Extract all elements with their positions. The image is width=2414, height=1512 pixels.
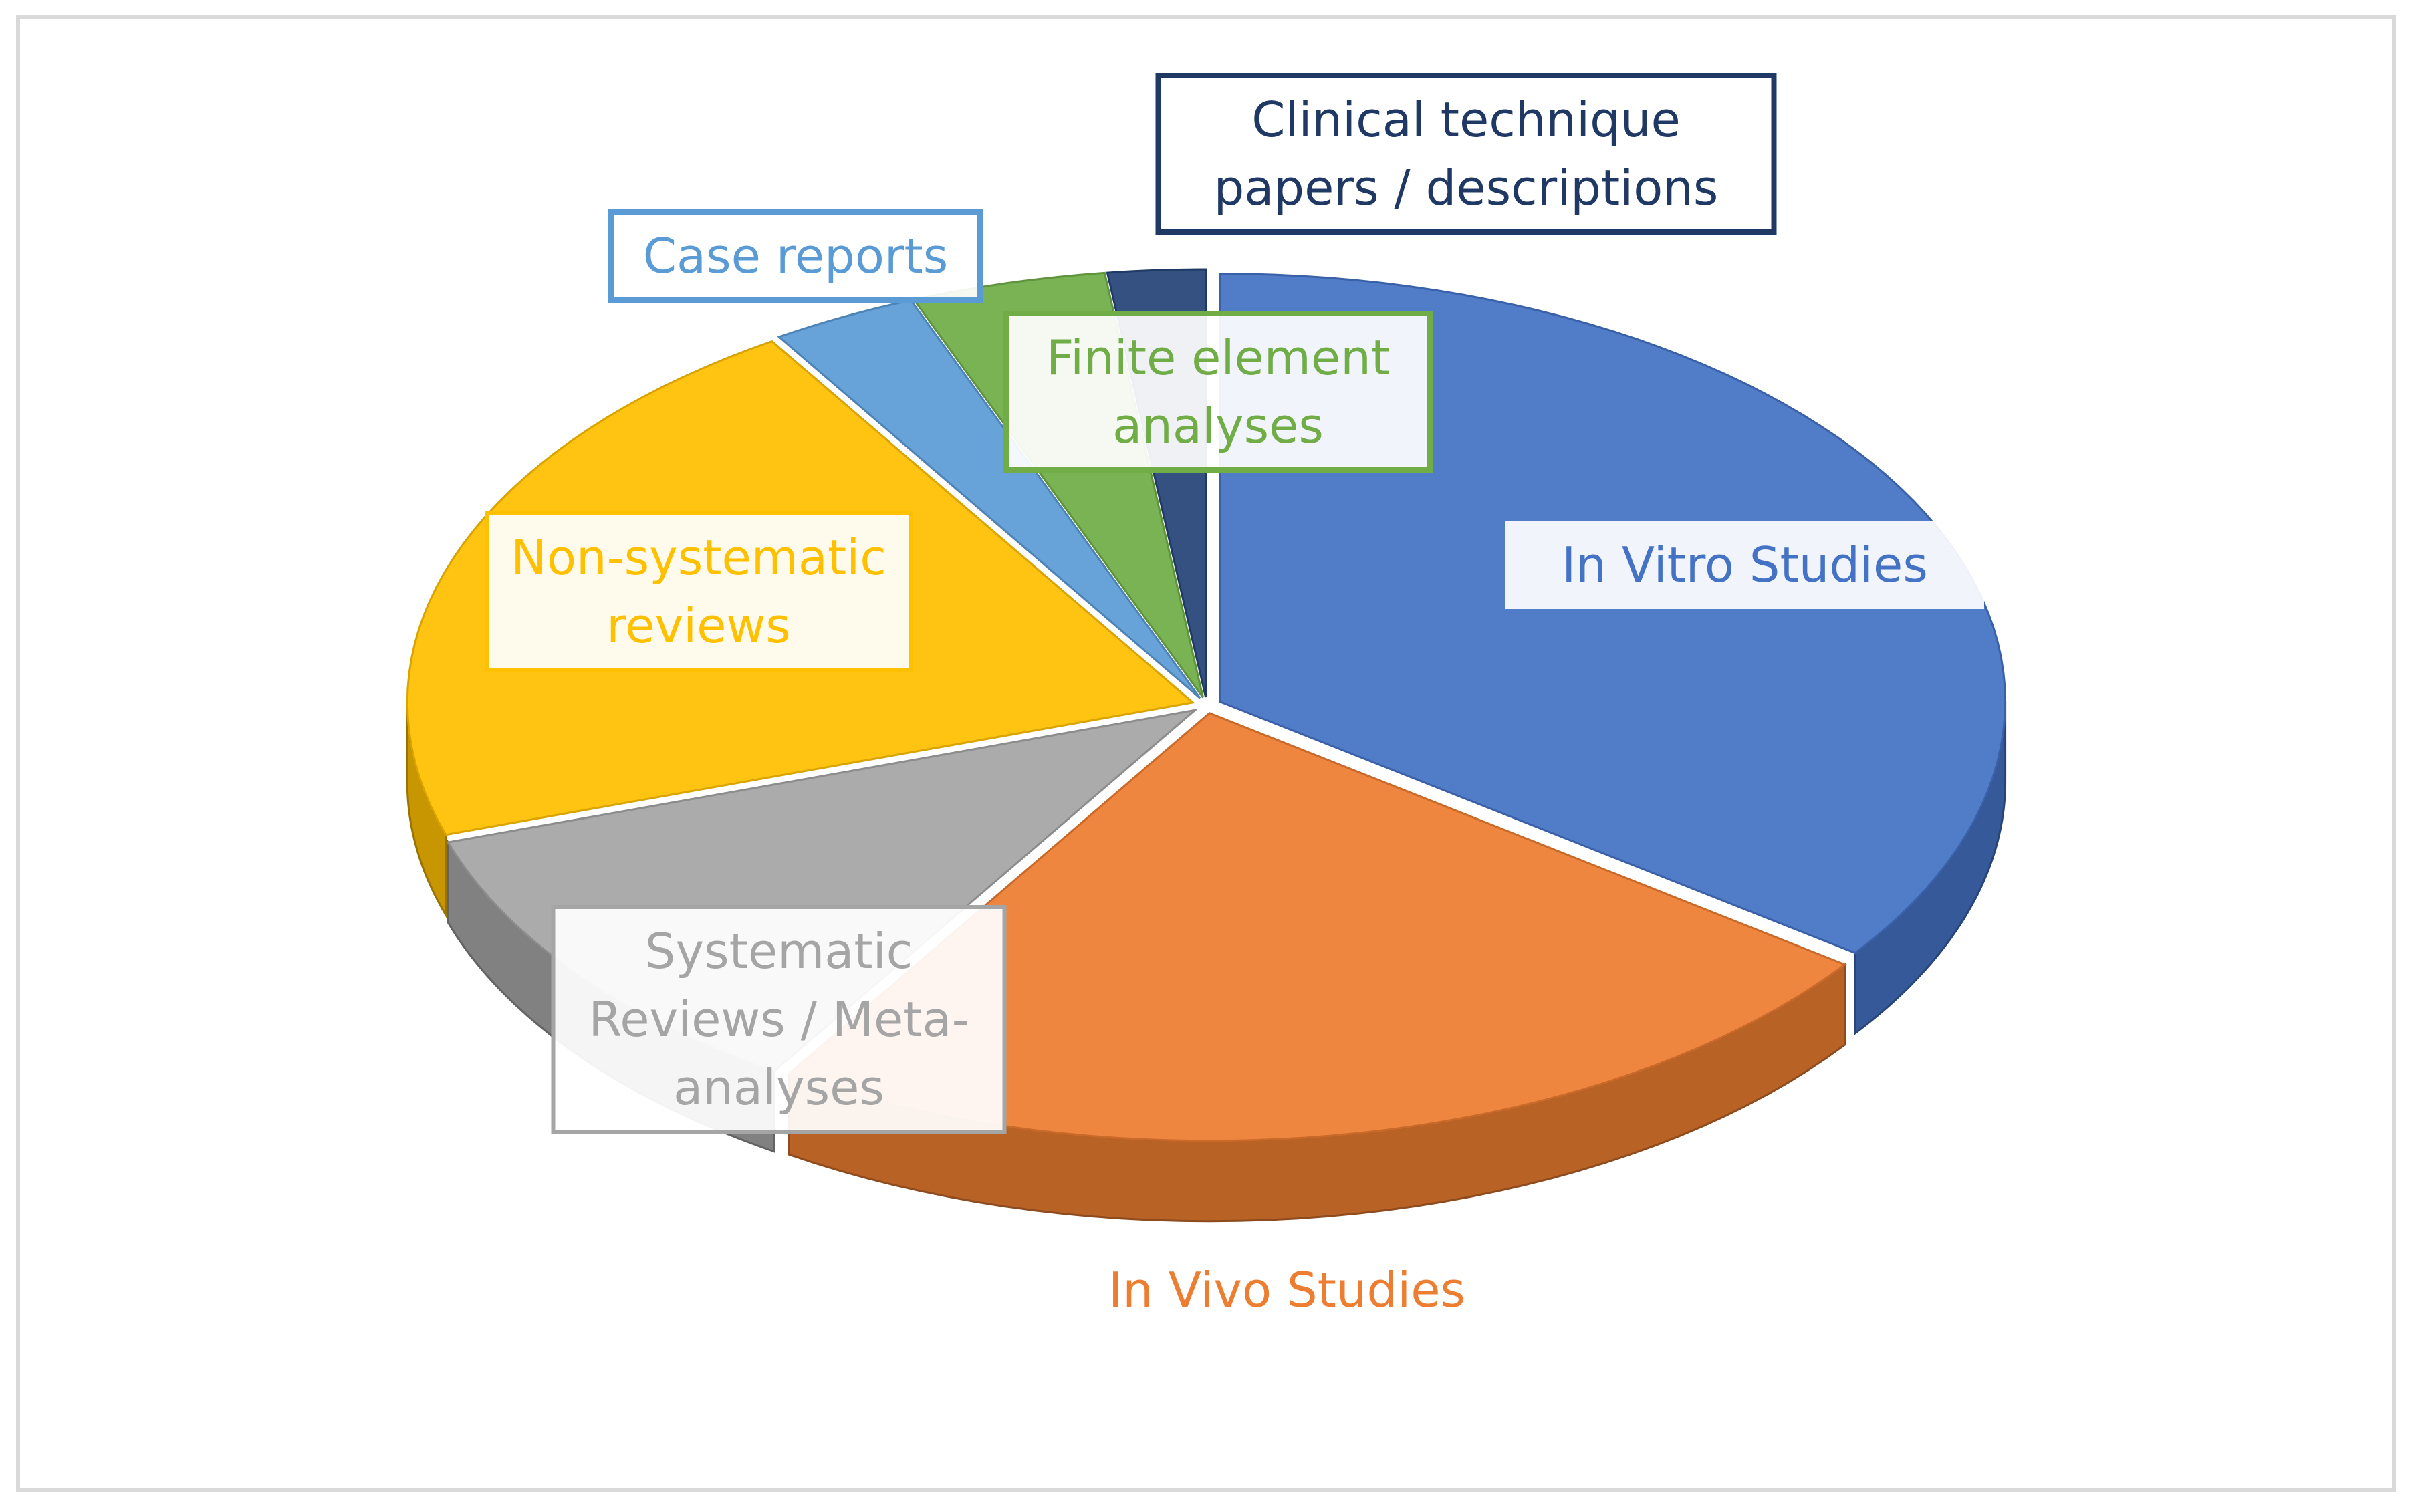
data-label-box — [1505, 521, 1984, 609]
data-label-box — [1003, 311, 1433, 473]
pie-slice-case-reports — [777, 299, 1201, 699]
data-label-text: Finite element analyses — [1046, 330, 1390, 454]
data-label-in-vivo-studies: In Vivo Studies — [1061, 1246, 1513, 1334]
data-label-box — [485, 511, 913, 672]
data-label-case-reports: Case reports — [608, 209, 983, 303]
data-label-text: In Vitro Studies — [1562, 537, 1928, 593]
data-label-box — [608, 209, 983, 303]
data-label-text: Clinical technique papers / descriptions — [1214, 92, 1719, 216]
data-label-clinical-technique-papers-descriptions: Clinical technique papers / descriptions — [1155, 73, 1777, 235]
data-label-text: Non-systematic reviews — [511, 529, 886, 654]
data-label-text: Case reports — [643, 228, 949, 284]
data-label-text: In Vivo Studies — [1108, 1262, 1465, 1318]
pie-labels-layer: In Vitro Studies In Vivo Studies Systemati… — [485, 73, 1984, 1334]
data-label-in-vitro-studies: In Vitro Studies — [1505, 521, 1984, 609]
data-label-box — [1061, 1246, 1513, 1334]
data-label-finite-element-analyses: Finite element analyses — [1003, 311, 1433, 473]
data-label-non-systematic-reviews: Non-systematic reviews — [485, 511, 913, 672]
data-label-box — [1155, 73, 1777, 235]
data-label-systematic-reviews-meta-analyses: Systematic Reviews / Meta-analyses — [551, 905, 1007, 1134]
data-label-text: Systematic Reviews / Meta-analyses — [588, 923, 969, 1116]
data-label-box — [551, 905, 1007, 1134]
